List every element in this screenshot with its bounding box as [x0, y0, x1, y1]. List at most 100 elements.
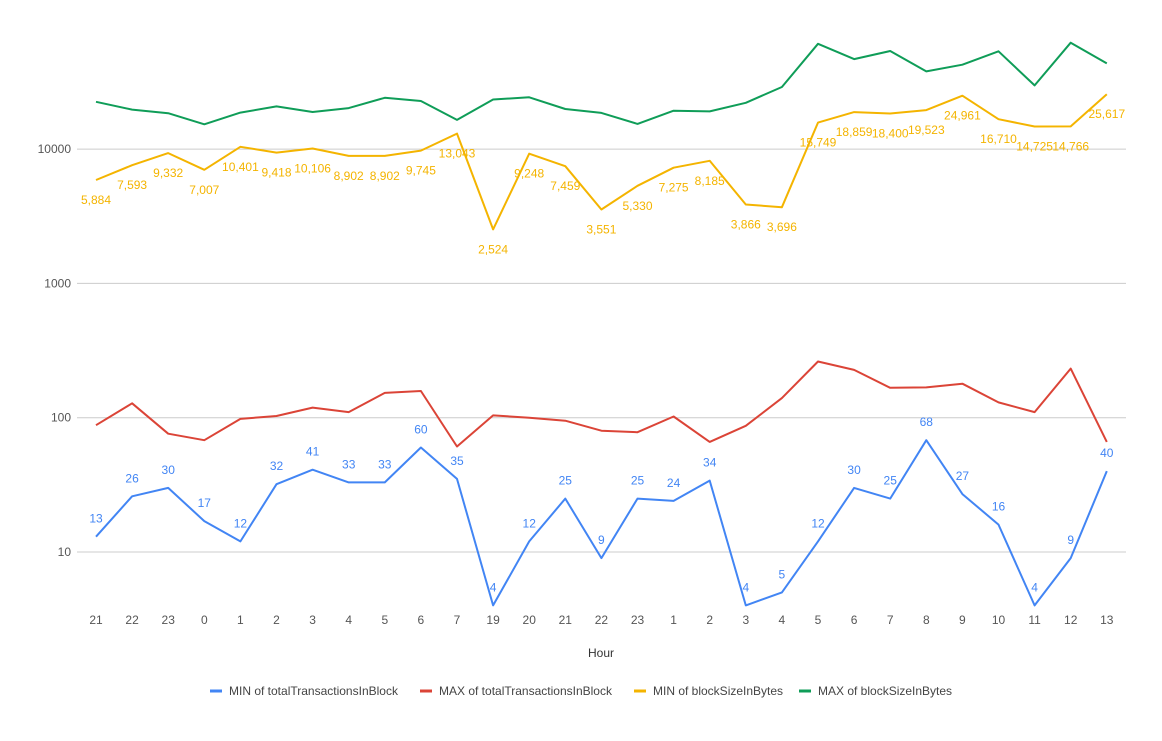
series-line — [95, 41, 1108, 126]
data-label: 5 — [779, 567, 786, 581]
data-label: 9,248 — [514, 167, 544, 181]
x-tick-label: 6 — [418, 613, 425, 627]
data-label: 32 — [270, 459, 284, 473]
series-lines — [95, 41, 1108, 607]
data-label: 9,418 — [261, 166, 291, 180]
data-label: 34 — [703, 456, 717, 470]
data-label: 25,617 — [1088, 107, 1125, 121]
legend-label: MIN of totalTransactionsInBlock — [229, 684, 399, 698]
x-axis-title: Hour — [588, 646, 614, 660]
x-tick-label: 23 — [631, 613, 645, 627]
data-label: 4 — [1031, 580, 1038, 594]
data-label: 15,749 — [800, 136, 837, 150]
data-label: 18,859 — [836, 125, 873, 139]
data-label: 41 — [306, 445, 320, 459]
data-label: 13 — [89, 512, 103, 526]
x-tick-label: 2 — [706, 613, 713, 627]
data-label: 17 — [198, 496, 212, 510]
x-tick-label: 9 — [959, 613, 966, 627]
data-label: 9 — [598, 533, 605, 547]
x-tick-label: 21 — [89, 613, 103, 627]
data-label: 30 — [847, 463, 861, 477]
y-tick-label: 10000 — [38, 142, 72, 156]
series-line — [95, 439, 1108, 607]
x-tick-label: 20 — [523, 613, 537, 627]
x-tick-label: 6 — [851, 613, 858, 627]
x-tick-label: 4 — [779, 613, 786, 627]
data-label: 4 — [490, 580, 497, 594]
series-line — [95, 360, 1108, 448]
x-tick-label: 23 — [162, 613, 176, 627]
data-label: 9,745 — [406, 164, 436, 178]
x-tick-label: 12 — [1064, 613, 1078, 627]
y-tick-label: 10 — [58, 545, 72, 559]
x-tick-label: 1 — [670, 613, 677, 627]
data-label: 30 — [162, 463, 176, 477]
data-label: 19,523 — [908, 123, 945, 137]
x-tick-label: 0 — [201, 613, 208, 627]
legend: MIN of totalTransactionsInBlock MAX of to… — [210, 684, 952, 698]
data-label: 13,043 — [439, 147, 476, 161]
data-label: 3,696 — [767, 220, 797, 234]
x-tick-label: 10 — [992, 613, 1006, 627]
data-label: 33 — [342, 457, 356, 471]
x-tick-label: 5 — [815, 613, 822, 627]
x-tick-label: 19 — [486, 613, 500, 627]
data-label: 7,275 — [659, 181, 689, 195]
data-label: 12 — [811, 516, 825, 530]
legend-label: MAX of totalTransactionsInBlock — [439, 684, 613, 698]
data-label: 7,007 — [189, 183, 219, 197]
y-tick-label: 1000 — [44, 276, 71, 290]
data-label: 3,866 — [731, 218, 761, 232]
data-label: 8,902 — [334, 169, 364, 183]
x-tick-label: 7 — [887, 613, 894, 627]
data-label: 16,710 — [980, 132, 1017, 146]
x-tick-label: 4 — [345, 613, 352, 627]
x-tick-label: 5 — [381, 613, 388, 627]
series-line — [95, 93, 1108, 231]
data-label: 5,884 — [81, 193, 111, 207]
data-label: 8,902 — [370, 169, 400, 183]
x-tick-label: 8 — [923, 613, 930, 627]
data-label: 60 — [414, 422, 428, 436]
x-tick-label: 22 — [595, 613, 609, 627]
data-label: 18,400 — [872, 127, 909, 141]
x-tick-label: 7 — [454, 613, 461, 627]
data-label: 25 — [559, 474, 573, 488]
data-label: 24 — [667, 476, 681, 490]
x-tick-label: 11 — [1028, 613, 1041, 627]
x-tick-label: 13 — [1100, 613, 1114, 627]
data-label: 4 — [742, 580, 749, 594]
x-tick-label: 22 — [125, 613, 139, 627]
data-label: 24,961 — [944, 109, 981, 123]
data-label: 25 — [884, 474, 898, 488]
legend-label: MAX of blockSizeInBytes — [818, 684, 952, 698]
data-labels: 13 26 30 17 12 32 41 33 33 60 35 4 12 25 9 25 24 34 4 5 12 30… — [81, 107, 1125, 594]
y-tick-label: 100 — [51, 411, 71, 425]
data-label: 12 — [523, 516, 537, 530]
data-label: 7,459 — [550, 179, 580, 193]
x-tick-label: 3 — [742, 613, 749, 627]
data-label: 10,106 — [294, 161, 331, 175]
x-axis-ticks: 21 22 23 0 1 2 3 4 5 6 7 19 20 21 22 23 1 2 3 4 5 6 7 8 9 10 11 12 1… — [89, 613, 1113, 627]
data-label: 9,332 — [153, 166, 183, 180]
data-label: 10,401 — [222, 160, 259, 174]
x-tick-label: 21 — [559, 613, 573, 627]
data-label: 27 — [956, 469, 970, 483]
data-label: 35 — [450, 454, 464, 468]
data-label: 9 — [1067, 533, 1074, 547]
data-label: 26 — [125, 471, 139, 485]
data-label: 8,185 — [695, 174, 725, 188]
x-tick-label: 2 — [273, 613, 280, 627]
legend-label: MIN of blockSizeInBytes — [653, 684, 783, 698]
data-label: 2,524 — [478, 242, 508, 256]
data-label: 5,330 — [622, 199, 652, 213]
data-label: 14,766 — [1052, 139, 1089, 153]
data-label: 12 — [234, 516, 248, 530]
data-label: 33 — [378, 457, 392, 471]
data-label: 3,551 — [586, 222, 616, 236]
data-label: 14,725 — [1016, 140, 1053, 154]
x-tick-label: 3 — [309, 613, 316, 627]
